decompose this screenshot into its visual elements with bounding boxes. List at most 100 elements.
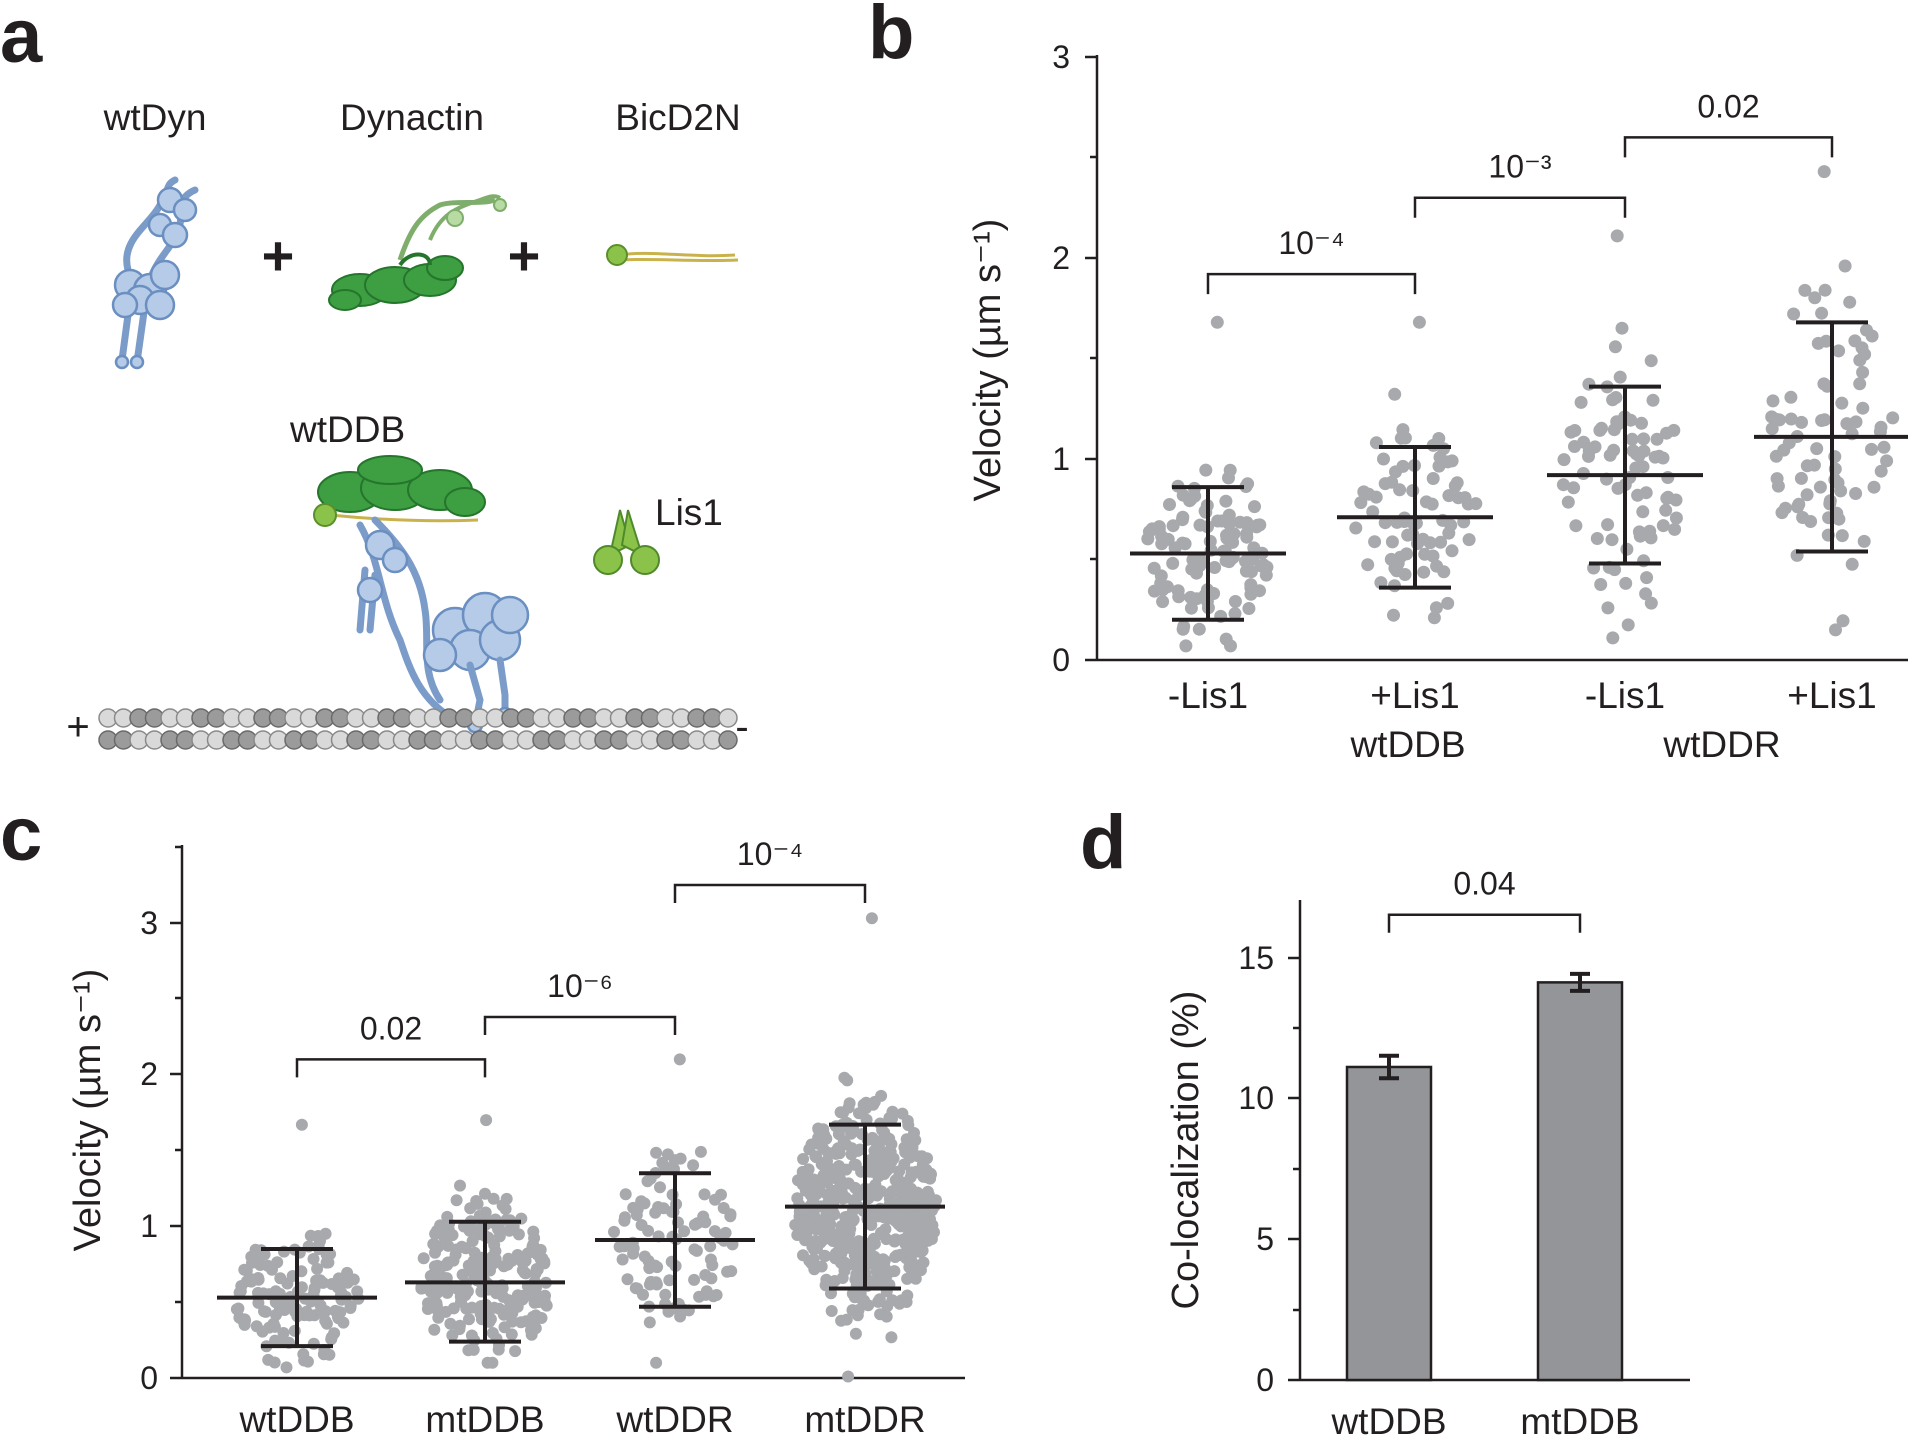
panel-c-3-data-point [796, 1165, 809, 1178]
panel-b-ytick-2: 2 [1052, 240, 1070, 276]
panel-b-group-wtddr: wtDDR [1662, 724, 1780, 765]
panel-b-1-data-point [1387, 608, 1400, 622]
panel-b-1-data-point [1400, 547, 1414, 561]
panel-d-ytick-0: 0 [1256, 1362, 1274, 1398]
panel-c-3-data-point [849, 1193, 862, 1206]
panel-b-3-data-point [1848, 334, 1862, 348]
panel-c-1-data-point [417, 1252, 430, 1265]
panel-c-label: c [0, 792, 42, 877]
panel-b-0-data-point [1188, 489, 1202, 503]
panel-c-3-data-point [928, 1226, 940, 1239]
panel-b-2-data-point [1605, 533, 1619, 547]
panel-c-2-data-point [654, 1181, 666, 1194]
panel-b-3-data-point [1860, 323, 1873, 337]
panel-c-3-data-point [895, 1208, 908, 1221]
panel-b-2-data-point [1624, 413, 1638, 427]
panel-b-3-data-point [1811, 336, 1825, 350]
wtddb-complex-label: wtDDB [289, 409, 405, 450]
tubulin-subunit [718, 708, 738, 728]
panel-b-0-data-point [1253, 518, 1267, 532]
panel-c-1-data-point [488, 1239, 501, 1251]
panel-c-0-data-point [234, 1285, 247, 1298]
panel-c-3-data-point [809, 1150, 822, 1163]
panel-b-0-data-point [1163, 498, 1176, 511]
panel-b-2-data-point [1594, 578, 1608, 591]
panel-b-0-data-point [1219, 554, 1233, 568]
panel-c-3-data-point [810, 1223, 823, 1236]
panel-c-2-data-point [688, 1273, 701, 1286]
panel-d-ytick-1: 5 [1256, 1221, 1274, 1257]
panel-b-2-data-point [1561, 495, 1575, 509]
panel-c-0-data-point [336, 1276, 349, 1289]
panel-b-3-data-point [1835, 529, 1849, 543]
panel-c-0-data-point [274, 1272, 287, 1285]
panel-b-2-data-point [1669, 511, 1683, 525]
panel-b-0-data-point [1152, 520, 1166, 534]
panel-b-0-data-point [1176, 510, 1190, 524]
panel-c-3-data-point [807, 1243, 820, 1256]
panel-c-2-data-point [638, 1250, 651, 1263]
microtubule-icon [98, 708, 738, 750]
panel-c-1-data-point [493, 1302, 506, 1315]
panel-c-0-data-point [347, 1273, 360, 1286]
panel-c-2-data-point [704, 1240, 717, 1253]
panel-b-1-data-point [1378, 516, 1392, 530]
panel-b-1-data-point [1441, 596, 1455, 610]
panel-c-1-data-point [450, 1194, 463, 1207]
panel-c-0-data-point [322, 1256, 335, 1269]
panel-c-2-data-point [694, 1145, 707, 1158]
panel-c-2-data-point [724, 1210, 737, 1223]
panel-c-2-data-point [643, 1278, 656, 1291]
panel-c-3-data-point [892, 1218, 905, 1231]
panel-c-3-data-point [830, 1187, 843, 1200]
panel-c-0-data-point [325, 1278, 338, 1290]
panel-c-3-data-point [901, 1272, 914, 1285]
panel-b-0-data-point [1199, 463, 1213, 477]
panel-c-0-data-point [261, 1259, 274, 1272]
panel-c-3-data-point [835, 1314, 848, 1327]
panel-c-2-data-point [698, 1188, 711, 1201]
panel-b-2-data-point [1656, 451, 1670, 465]
panel-c-0-data-point [332, 1312, 345, 1325]
panel-b-0-data-point [1208, 561, 1222, 574]
panel-b-xtick-0: -Lis1 [1168, 675, 1248, 716]
panel-b-0-data-point [1219, 632, 1233, 646]
panel-c-1-data-point [461, 1285, 474, 1298]
panel-c-3-data-point [905, 1210, 918, 1223]
panel-c-1-data-point [431, 1286, 444, 1299]
panel-b-2-data-point [1661, 471, 1675, 484]
panel-b-3-data-point [1766, 394, 1780, 408]
panel-b-1-data-point [1354, 496, 1368, 510]
panel-c-ytick-2: 2 [140, 1056, 158, 1092]
panel-c-1-data-point [439, 1305, 452, 1318]
panel-c-3-data-point [832, 1160, 845, 1172]
panel-b-3-data-point [1772, 413, 1786, 427]
panel-b-0-data-point [1210, 315, 1224, 329]
panel-c-2-data-point [710, 1289, 723, 1301]
panel-b-comparison-1-pvalue: 10⁻³ [1488, 149, 1551, 185]
panel-b-2-data-point [1640, 571, 1654, 585]
panel-b-3-data-point [1784, 390, 1798, 404]
panel-c-1-data-point [466, 1235, 479, 1248]
panel-c-1-data-point [428, 1260, 441, 1273]
panel-c-3-data-point [838, 1071, 851, 1084]
panel-c-comparison-1-pvalue: 10⁻⁶ [547, 968, 613, 1004]
panel-c-1-data-point [538, 1296, 551, 1308]
panel-b-0-data-point [1259, 568, 1273, 582]
panel-b-2-data-point [1629, 461, 1643, 475]
panel-b-0-data-point [1160, 580, 1174, 594]
panel-b-3-data-point [1829, 623, 1842, 637]
panel-c-3-data-point [838, 1264, 851, 1277]
panel-b-0-data-point [1239, 480, 1253, 493]
panel-b-y-label: Velocity (µm s⁻¹) [967, 219, 1009, 502]
panel-c-2-data-point [659, 1288, 672, 1301]
panel-c-comparison-0-bracket [295, 1058, 487, 1078]
panel-c-3-data-point [848, 1242, 861, 1255]
panel-c-3-data-point [898, 1158, 911, 1171]
panel-b-2-data-point [1568, 440, 1581, 453]
panel-c-0-data-point [268, 1356, 281, 1369]
panel-b-1-data-point [1385, 535, 1399, 549]
panel-b-2-data-point [1606, 393, 1620, 407]
panel-c-3-data-point [795, 1175, 808, 1188]
panel-b-1-data-point [1462, 533, 1476, 547]
